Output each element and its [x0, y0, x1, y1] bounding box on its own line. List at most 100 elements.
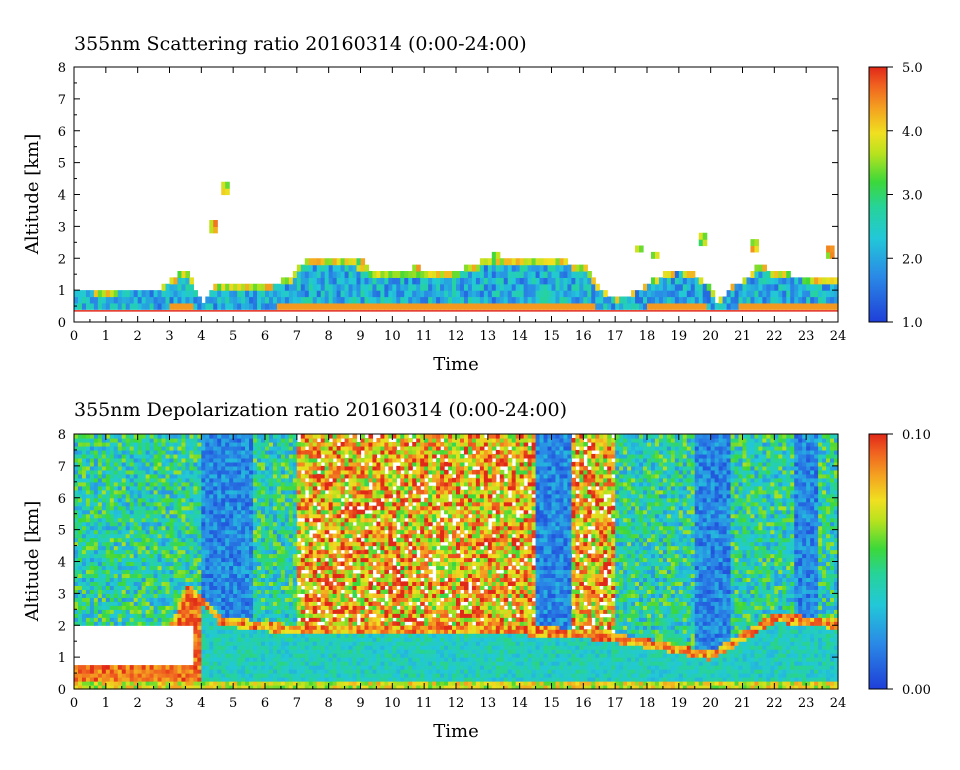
heatmap-cell — [101, 302, 107, 310]
heatmap-cell — [141, 485, 147, 491]
heatmap-cell — [117, 493, 123, 499]
heatmap-cell — [233, 613, 238, 618]
heatmap-cell — [81, 589, 87, 594]
heatmap-cell — [288, 613, 294, 618]
heatmap-cell — [296, 271, 302, 278]
heatmap-cell — [221, 677, 226, 682]
heatmap-cell — [89, 573, 95, 579]
heatmap-cell — [74, 541, 79, 547]
heatmap-cell — [149, 521, 155, 527]
heatmap-cell — [734, 283, 740, 291]
heatmap-cell — [459, 296, 465, 304]
heatmap-cell — [300, 283, 306, 291]
heatmap-cell — [348, 258, 354, 266]
heatmap-cell — [81, 449, 87, 455]
heatmap-cell — [145, 545, 151, 551]
heatmap-cell — [217, 565, 222, 571]
heatmap-cell — [225, 517, 230, 523]
heatmap-cell — [312, 549, 318, 555]
heatmap-cell — [141, 669, 147, 674]
heatmap-cell — [97, 533, 103, 539]
heatmap-cell — [241, 481, 246, 487]
heatmap-cell — [233, 581, 238, 586]
heatmap-cell — [213, 549, 218, 555]
heatmap-cell — [125, 669, 131, 674]
heatmap-cell — [113, 513, 119, 519]
heatmap-cell — [85, 589, 91, 594]
heatmap-cell — [276, 497, 282, 503]
heatmap-cell — [241, 577, 246, 583]
heatmap-cell — [129, 489, 135, 495]
heatmap-cell — [308, 613, 314, 618]
heatmap-cell — [408, 283, 413, 291]
heatmap-cell — [133, 533, 139, 539]
heatmap-cell — [177, 290, 183, 298]
heatmap-cell — [137, 581, 143, 586]
heatmap-cell — [567, 296, 572, 304]
heatmap-cell — [201, 565, 206, 571]
heatmap-cell — [292, 665, 298, 670]
heatmap-cell — [276, 549, 282, 555]
heatmap-cell — [205, 569, 210, 575]
heatmap-cell — [324, 509, 330, 515]
heatmap-cell — [400, 283, 405, 291]
heatmap-cell — [205, 665, 210, 670]
heatmap-cell — [89, 561, 95, 567]
heatmap-cell — [89, 665, 95, 670]
heatmap-cell — [185, 481, 190, 487]
heatmap-cell — [217, 661, 222, 666]
heatmap-cell — [249, 601, 254, 606]
heatmap-cell — [145, 681, 151, 686]
heatmap-cell — [93, 509, 99, 515]
heatmap-cell — [197, 581, 202, 586]
heatmap-cell — [328, 625, 334, 630]
heatmap-cell — [157, 617, 163, 622]
heatmap-cell — [101, 477, 107, 483]
heatmap-cell — [125, 473, 131, 479]
heatmap-cell — [288, 577, 294, 583]
heatmap-cell — [368, 283, 374, 291]
heatmap-cell — [225, 589, 230, 594]
heatmap-cell — [495, 251, 501, 259]
heatmap-cell — [161, 525, 167, 531]
heatmap-cell — [221, 601, 226, 606]
heatmap-cell — [145, 517, 151, 523]
heatmap-cell — [408, 271, 413, 278]
heatmap-cell — [268, 434, 274, 439]
heatmap-cell — [141, 545, 147, 551]
heatmap-cell — [284, 573, 290, 579]
heatmap-cell — [113, 525, 119, 531]
heatmap-cell — [241, 641, 246, 646]
heatmap-cell — [81, 537, 87, 543]
heatmap-cell — [225, 665, 230, 670]
heatmap-cell — [77, 437, 83, 443]
heatmap-cell — [575, 296, 580, 304]
heatmap-cell — [169, 673, 175, 678]
heatmap-cell — [161, 296, 167, 304]
heatmap-cell — [348, 277, 354, 285]
heatmap-cell — [113, 489, 119, 495]
heatmap-cell — [181, 445, 187, 451]
heatmap-cell — [268, 545, 274, 551]
heatmap-cell — [233, 461, 238, 467]
heatmap-cell — [193, 533, 198, 539]
heatmap-cell — [674, 290, 680, 298]
heatmap-cell — [74, 529, 79, 535]
heatmap-cell — [233, 633, 238, 638]
heatmap-cell — [157, 557, 163, 563]
heatmap-cell — [276, 473, 282, 479]
heatmap-cell — [205, 637, 210, 642]
heatmap-cell — [81, 593, 87, 598]
heatmap-cell — [74, 561, 79, 567]
heatmap-cell — [352, 283, 358, 291]
heatmap-cell — [74, 665, 79, 670]
heatmap-cell — [750, 277, 756, 285]
heatmap-cell — [101, 577, 107, 583]
heatmap-cell — [205, 525, 210, 531]
heatmap-cell — [165, 457, 171, 463]
heatmap-cell — [559, 302, 565, 310]
heatmap-cell — [145, 477, 151, 483]
heatmap-cell — [308, 565, 314, 571]
heatmap-cell — [265, 549, 270, 555]
heatmap-cell — [209, 485, 214, 491]
